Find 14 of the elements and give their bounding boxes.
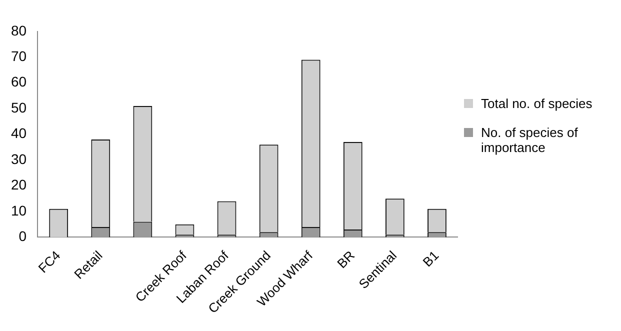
y-tick-label: 10 [10, 202, 27, 218]
y-tick-label: 20 [10, 176, 27, 193]
y-tick-label: 80 [10, 22, 27, 38]
x-tick-label: B1 [420, 248, 442, 270]
y-tick-label: 60 [10, 74, 27, 90]
x-tick-label: BR [334, 248, 358, 272]
y-tick-label: 0 [18, 228, 27, 244]
legend-label: No. of species of importance [481, 125, 579, 155]
x-tick-label: FC4 [35, 248, 64, 276]
y-tick-label: 30 [10, 150, 27, 167]
y-tick-label: 50 [10, 99, 27, 116]
y-tick-label: 70 [10, 48, 27, 64]
y-tick-label: 40 [10, 125, 27, 142]
legend-label: Total no. of species [481, 96, 592, 111]
